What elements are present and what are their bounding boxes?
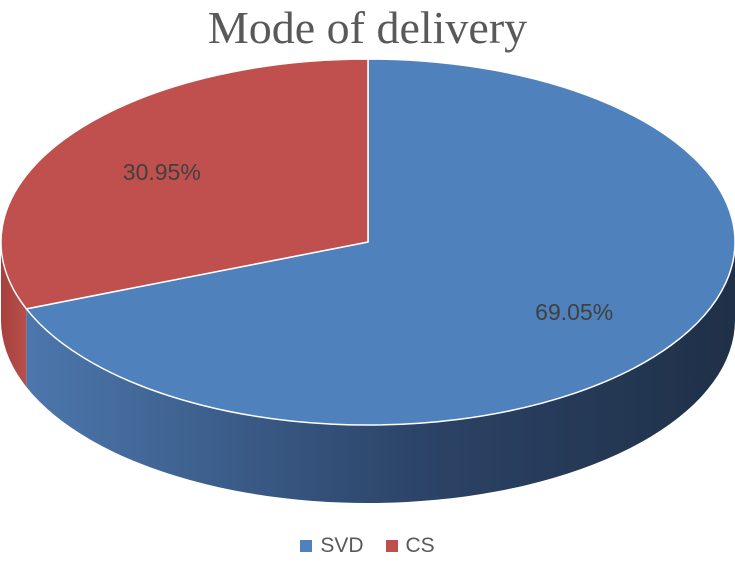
legend-item-svd: SVD <box>300 534 364 558</box>
legend-item-cs: CS <box>385 534 435 558</box>
legend-swatch-cs <box>385 540 398 552</box>
data-label-svd: 69.05% <box>535 299 613 325</box>
pie-tops <box>0 58 735 426</box>
chart-title: Mode of delivery <box>207 2 528 53</box>
pie-slice-cs <box>0 58 369 310</box>
pie-slice-svd <box>25 58 735 426</box>
legend-swatch-svd <box>300 540 313 552</box>
legend-label-svd: SVD <box>320 534 364 557</box>
pie-labels: 69.05% 30.95% <box>123 159 613 325</box>
pie-side-svd <box>26 242 735 504</box>
legend-label-cs: CS <box>405 534 435 557</box>
legend: SVD CS <box>0 534 735 558</box>
data-label-cs: 30.95% <box>123 159 201 185</box>
